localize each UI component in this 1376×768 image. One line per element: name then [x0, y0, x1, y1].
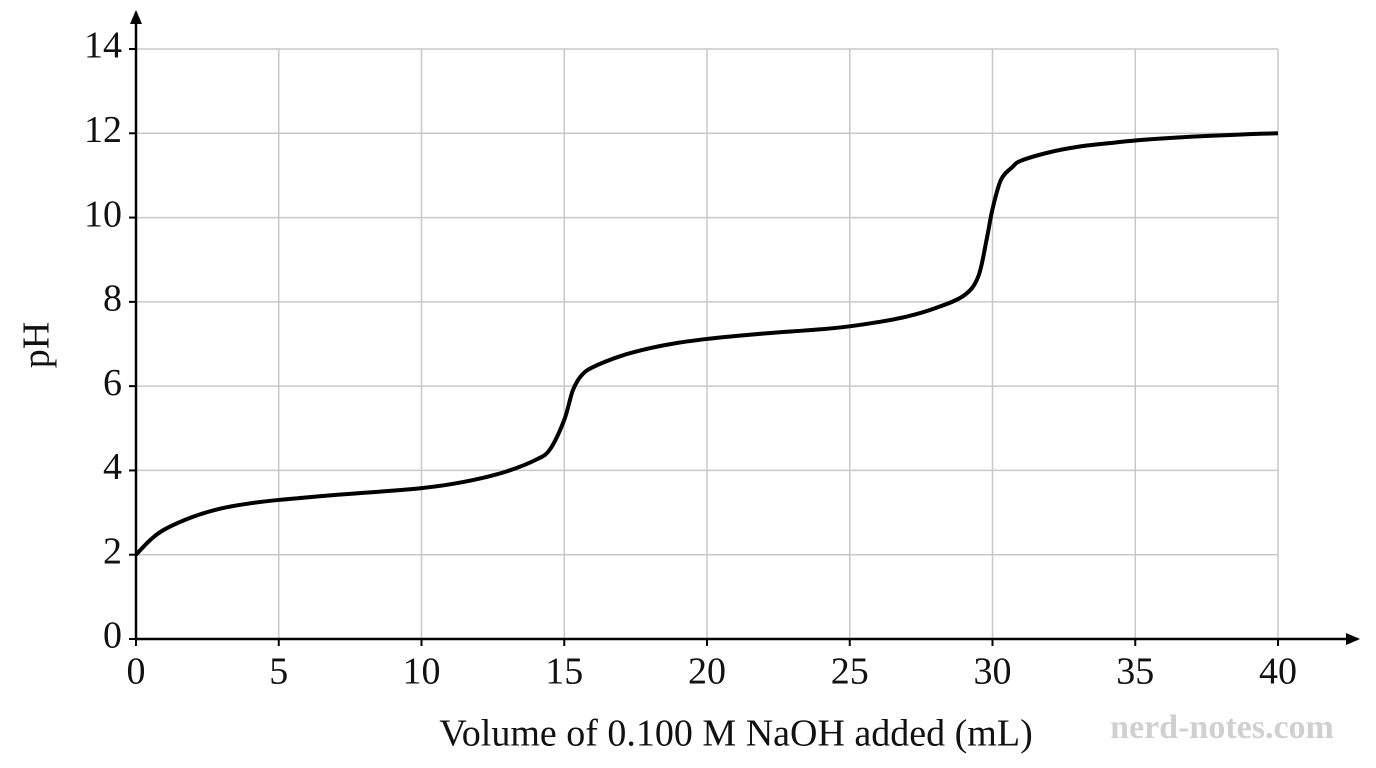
x-tick-label: 25: [831, 651, 869, 693]
y-tick-label: 14: [84, 25, 122, 67]
grid: [135, 48, 1279, 640]
x-tick-label: 10: [403, 651, 441, 693]
y-axis-label: pH: [16, 322, 58, 368]
x-tick-label: 15: [545, 651, 583, 693]
titration-curve: [134, 131, 1279, 557]
x-tick-label: 30: [974, 651, 1012, 693]
y-tick-label: 0: [103, 615, 122, 657]
x-arrow: [1346, 633, 1360, 645]
x-tick-label: 35: [1116, 651, 1154, 693]
x-tick-label: 40: [1259, 651, 1297, 693]
x-axis-label: Volume of 0.100 M NaOH added (mL): [439, 713, 1032, 755]
x-tick-label: 5: [269, 651, 288, 693]
y-tick-label: 12: [84, 109, 122, 151]
y-tick-label: 8: [103, 278, 122, 320]
y-arrow: [130, 10, 142, 24]
y-tick-label: 2: [103, 530, 122, 572]
y-tick-label: 10: [84, 193, 122, 235]
y-tick-label: 4: [103, 446, 122, 488]
watermark: nerd-notes.com: [1110, 709, 1334, 746]
x-tick-label: 20: [688, 651, 726, 693]
x-tick-label: 0: [127, 651, 146, 693]
y-tick-label: 6: [103, 362, 122, 404]
